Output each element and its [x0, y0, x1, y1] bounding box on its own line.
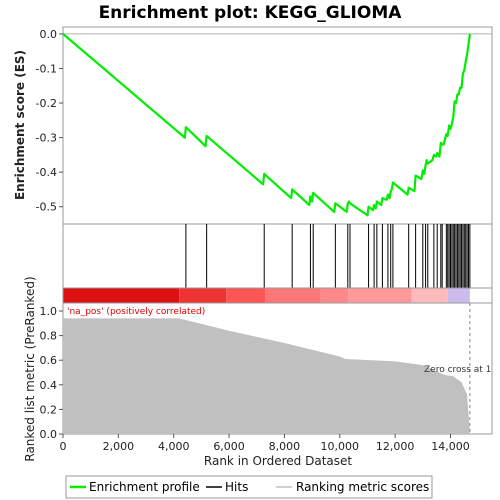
- x-tick-label: 8,000: [269, 440, 301, 453]
- x-axis-ticks: 0 2,000 4,000 6,000 8,000 10,000 12,000 14,000: [60, 434, 470, 453]
- heatmap-segment: [226, 288, 266, 303]
- x-tick-label: 2,000: [103, 440, 135, 453]
- x-tick-label: 10,000: [321, 440, 360, 453]
- es-panel-frame: [62, 26, 493, 225]
- zero-cross-label: Zero cross at 1: [424, 365, 491, 375]
- metric-y-tick-label: 0.0: [40, 428, 58, 441]
- es-y-ticks: 0.0 -0.1 -0.2 -0.3 -0.4 -0.5: [36, 28, 63, 214]
- metric-y-tick-label: 0.6: [40, 354, 58, 367]
- legend-enrichment-profile: Enrichment profile: [89, 480, 200, 494]
- es-y-tick-label: -0.3: [36, 132, 57, 145]
- es-y-tick-label: -0.2: [36, 97, 57, 110]
- metric-y-tick-label: 1.0: [40, 305, 58, 318]
- legend-ranking-metric-scores: Ranking metric scores: [296, 480, 429, 494]
- x-tick-label: 0: [60, 440, 67, 453]
- heatmap-segment: [411, 288, 448, 303]
- x-tick-label: 12,000: [376, 440, 415, 453]
- metric-y-tick-label: 0.4: [40, 379, 58, 392]
- hits-markers: [185, 224, 471, 288]
- heatmap-segment: [265, 288, 321, 303]
- legend-hits: Hits: [225, 480, 248, 494]
- x-tick-label: 14,000: [431, 440, 470, 453]
- positive-correlation-label: 'na_pos' (positively correlated): [67, 307, 205, 317]
- ranking-heatmap-bar: [63, 288, 470, 303]
- x-axis-title: Rank in Ordered Dataset: [204, 454, 352, 468]
- heatmap-segment: [320, 288, 349, 303]
- es-y-tick-label: -0.5: [36, 201, 57, 214]
- heatmap-segment: [179, 288, 227, 303]
- es-y-tick-label: -0.4: [36, 166, 57, 179]
- x-tick-label: 6,000: [213, 440, 245, 453]
- metric-y-tick-label: 0.8: [40, 330, 58, 343]
- ranking-metric-area: [63, 318, 470, 434]
- metric-y-tick-label: 0.2: [40, 403, 58, 416]
- es-y-tick-label: 0.0: [40, 28, 58, 41]
- heatmap-segment: [447, 288, 470, 303]
- metric-y-axis-title: Ranked list metric (PreRanked): [23, 276, 37, 461]
- metric-y-ticks: 0.0 0.2 0.4 0.6 0.8 1.0: [40, 305, 63, 441]
- chart-title: Enrichment plot: KEGG_GLIOMA: [99, 3, 403, 23]
- es-y-axis-title: Enrichment score (ES): [13, 50, 27, 200]
- x-tick-label: 4,000: [158, 440, 190, 453]
- legend-box: [65, 475, 433, 499]
- heatmap-segment: [348, 288, 412, 303]
- es-y-tick-label: -0.1: [36, 62, 57, 75]
- enrichment-profile-line: [62, 33, 471, 217]
- heatmap-segment: [63, 288, 180, 303]
